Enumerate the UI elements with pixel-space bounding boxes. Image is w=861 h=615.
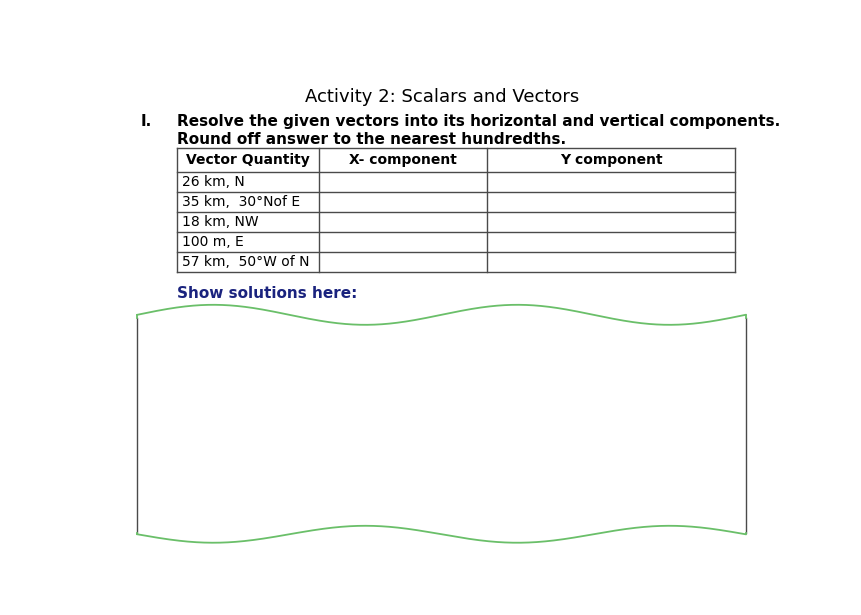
Text: 18 km, NW: 18 km, NW [182, 215, 258, 229]
Text: 35 km,  30°Nof E: 35 km, 30°Nof E [182, 194, 300, 208]
Text: 100 m, E: 100 m, E [182, 235, 244, 248]
Text: Activity 2: Scalars and Vectors: Activity 2: Scalars and Vectors [304, 88, 579, 106]
Text: Resolve the given vectors into its horizontal and vertical components.: Resolve the given vectors into its horiz… [177, 114, 780, 129]
Text: I.: I. [140, 114, 152, 129]
Text: Y component: Y component [560, 153, 662, 167]
Text: Show solutions here:: Show solutions here: [177, 285, 357, 301]
Text: Vector Quantity: Vector Quantity [186, 153, 310, 167]
Text: 26 km, N: 26 km, N [182, 175, 245, 189]
Text: Round off answer to the nearest hundredths.: Round off answer to the nearest hundredt… [177, 132, 566, 146]
Text: 57 km,  50°W of N: 57 km, 50°W of N [182, 255, 309, 269]
Text: X- component: X- component [349, 153, 456, 167]
